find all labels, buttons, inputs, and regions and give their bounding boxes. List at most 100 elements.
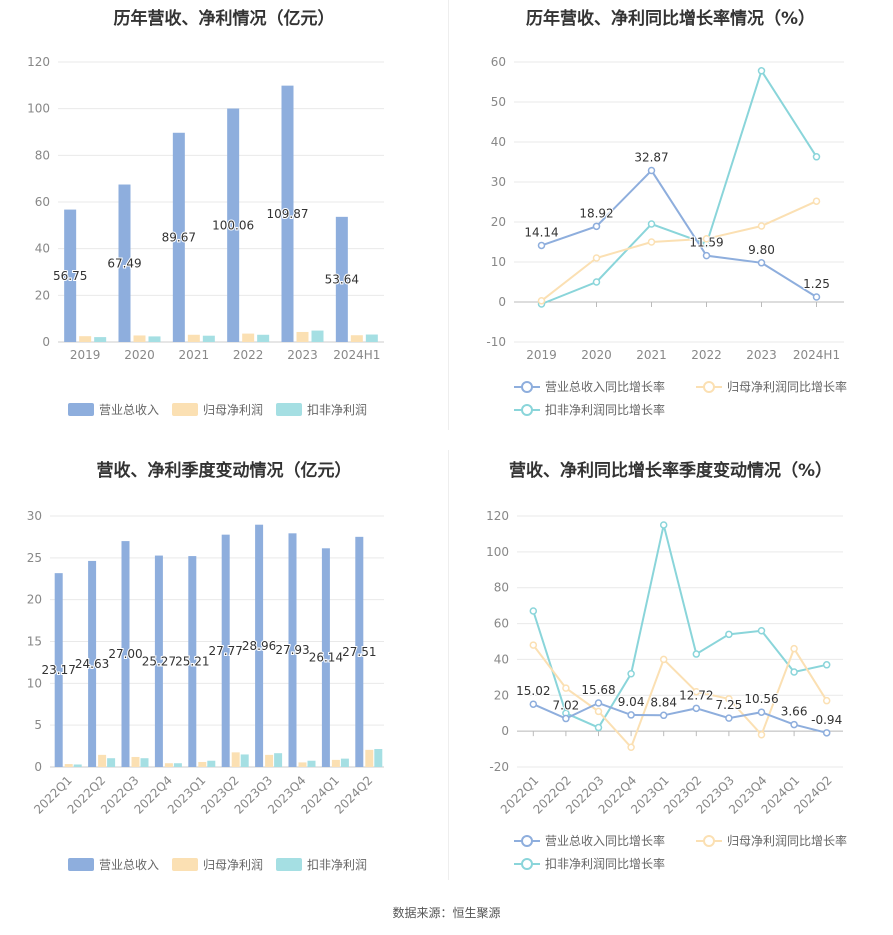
- legend-swatch: [68, 403, 94, 416]
- data-point: [647, 166, 656, 175]
- data-point: [537, 297, 546, 305]
- data-point: [692, 650, 701, 658]
- chart-quarterly-revenue-profit: 营收、净利季度变动情况（亿元） 0 5 10 15 20 25 30 2022Q1 23.17 2…: [0, 450, 448, 890]
- bar: [118, 184, 131, 342]
- data-label: 25.21: [175, 655, 209, 669]
- bar: [340, 758, 349, 767]
- bar: [188, 556, 197, 767]
- data-point: [627, 743, 635, 752]
- legend-swatch: [276, 858, 302, 871]
- y-tick-label: 60: [35, 195, 50, 209]
- data-point: [692, 687, 701, 696]
- x-tick-label: 2022: [691, 348, 722, 362]
- bar: [242, 333, 255, 342]
- data-point: [659, 655, 668, 664]
- bar: [331, 759, 340, 767]
- series-line: [532, 644, 828, 750]
- bar: [88, 560, 97, 767]
- series-line: [532, 701, 827, 734]
- x-tick-label: 2022: [233, 348, 264, 362]
- data-point: [647, 238, 656, 246]
- legend-label: 营业总收入: [99, 858, 159, 872]
- legend-label: 归母净利润: [203, 403, 263, 417]
- chart-svg: -10 0 10 20 30 40 50 60 2019 2020 2021 2022 2023 2024…: [486, 55, 847, 417]
- data-label: 56.75: [53, 269, 87, 283]
- legend-swatch: [68, 858, 94, 871]
- legend-label: 扣非净利润: [307, 858, 367, 872]
- chart-svg: -200204060801001202022Q12022Q22022Q32022…: [486, 509, 847, 871]
- series-line: [541, 68, 818, 305]
- chart-title: 营收、净利季度变动情况（亿元）: [96, 461, 352, 481]
- bar: [240, 754, 249, 767]
- y-tick-label: 100: [486, 545, 509, 559]
- data-point: [757, 730, 766, 739]
- y-tick-label: 10: [491, 255, 506, 269]
- data-point: [529, 700, 538, 708]
- y-tick-label: 80: [35, 148, 50, 162]
- data-point: [627, 670, 635, 678]
- data-label: 27.51: [342, 645, 376, 659]
- data-point: [702, 235, 711, 243]
- bar: [231, 752, 240, 767]
- data-label: 7.02: [553, 699, 580, 713]
- bar: [64, 209, 77, 342]
- y-tick-label: 40: [491, 135, 506, 149]
- bar: [79, 336, 92, 342]
- y-tick-label: 120: [486, 509, 509, 523]
- y-tick-label: 60: [494, 617, 509, 631]
- legend-label: 归母净利润同比增长率: [727, 379, 847, 394]
- data-label: 27.93: [275, 643, 309, 657]
- bar: [255, 524, 264, 767]
- x-tick-label: 2023: [746, 348, 777, 362]
- bar: [265, 754, 274, 767]
- data-point: [757, 222, 766, 230]
- bar: [172, 132, 185, 342]
- y-tick-label: 40: [494, 652, 509, 666]
- data-point: [790, 668, 798, 676]
- legend-marker: [521, 858, 533, 870]
- legend-marker: [521, 381, 533, 393]
- y-tick-label: 40: [35, 242, 50, 256]
- y-tick-label: 0: [34, 760, 42, 774]
- chart-quarterly-growth-rate: 营收、净利同比增长率季度变动情况（%） -20 0 20 40 60 80 100 120 20…: [448, 450, 893, 890]
- legend-label: 归母净利润: [203, 858, 263, 872]
- y-tick-label: 0: [42, 335, 50, 349]
- bar: [207, 760, 216, 767]
- legend-marker: [521, 404, 533, 416]
- x-tick-label: 2020: [124, 348, 155, 362]
- data-point: [529, 607, 538, 615]
- data-label: 32.87: [634, 151, 668, 165]
- y-tick-label: 20: [494, 688, 509, 702]
- x-tick-label: 2019: [70, 348, 101, 362]
- data-point: [594, 723, 603, 732]
- bar: [274, 753, 283, 767]
- x-tick-label: 2023: [287, 348, 318, 362]
- y-tick-label: 30: [491, 175, 506, 189]
- bar: [350, 335, 363, 342]
- data-label: 10.56: [744, 692, 778, 706]
- data-label: 12.72: [679, 688, 713, 702]
- data-point: [647, 220, 656, 228]
- data-point: [725, 630, 733, 639]
- y-tick-label: 100: [27, 102, 50, 116]
- bar: [298, 762, 307, 767]
- data-point: [592, 254, 601, 262]
- data-label: 9.80: [748, 243, 775, 257]
- bar: [98, 754, 107, 767]
- data-label: 11.59: [689, 236, 723, 250]
- legend-marker: [521, 835, 533, 847]
- bar: [221, 534, 230, 767]
- data-point: [592, 278, 601, 286]
- bar: [121, 541, 130, 767]
- data-label: 26.14: [309, 651, 343, 665]
- series-line: [541, 168, 818, 298]
- bar: [296, 331, 309, 342]
- y-tick-label: 15: [27, 635, 42, 649]
- legend-label: 扣非净利润: [307, 403, 367, 417]
- data-label: 100.06: [212, 218, 254, 232]
- x-tick-label: 2019: [526, 348, 557, 362]
- data-label: 14.14: [524, 225, 558, 239]
- data-label: 89.67: [162, 230, 196, 244]
- data-point: [812, 153, 821, 161]
- data-point: [659, 521, 668, 529]
